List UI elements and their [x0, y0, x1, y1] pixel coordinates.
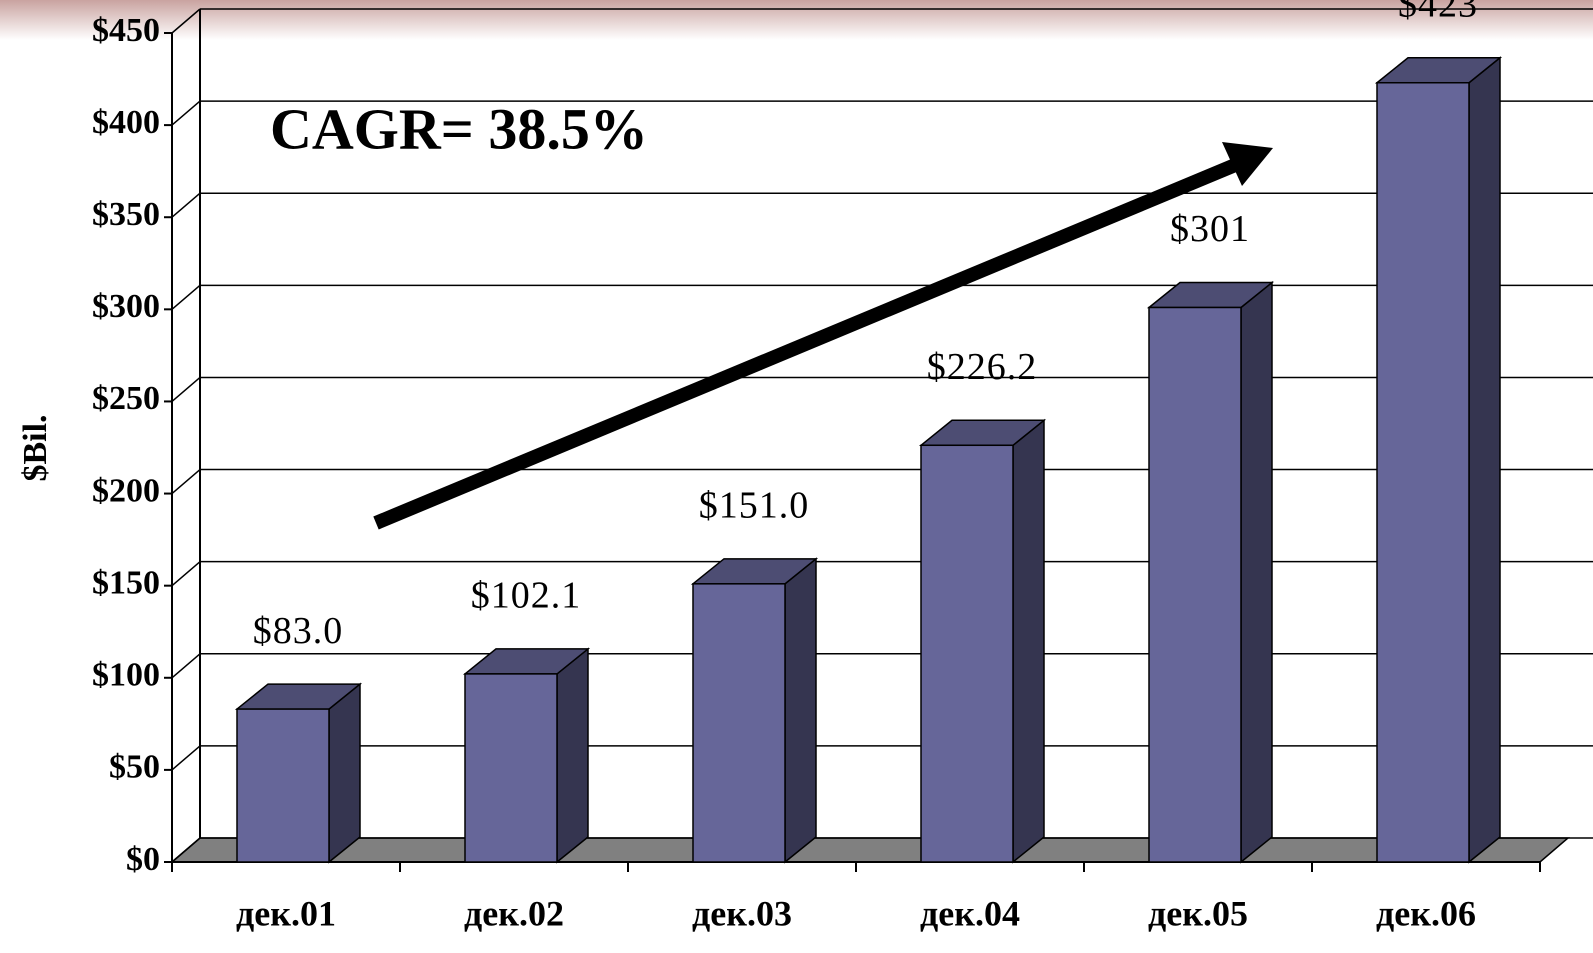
x-tick-label: дек.04 — [920, 893, 1020, 933]
bar-front — [692, 583, 786, 863]
y-tick-label: $300 — [92, 288, 160, 325]
side-grid-line — [171, 100, 201, 126]
bar — [1374, 56, 1503, 864]
bar — [1146, 280, 1275, 864]
value-label: $151.0 — [699, 485, 810, 527]
bar-side — [328, 682, 361, 864]
value-label: $226.2 — [927, 346, 1038, 388]
y-tick-label: $450 — [92, 12, 160, 49]
y-tick-label: $350 — [92, 196, 160, 233]
trend-arrow — [373, 142, 1273, 530]
side-grid-line — [171, 8, 201, 34]
y-tick-label: $200 — [92, 472, 160, 509]
bar-front — [236, 708, 330, 863]
background-strip — [0, 0, 1593, 40]
arrow-shaft — [373, 156, 1243, 530]
value-label: $301 — [1170, 208, 1250, 250]
bar — [918, 418, 1047, 864]
bar — [234, 682, 363, 864]
bar — [690, 557, 819, 864]
value-label: $83.0 — [253, 610, 344, 652]
value-label: $102.1 — [471, 575, 582, 617]
y-tick-label: $250 — [92, 380, 160, 417]
x-tick-label: дек.06 — [1376, 893, 1476, 933]
bar — [462, 647, 591, 864]
side-grid-line — [171, 192, 201, 218]
y-tick-label: $100 — [92, 657, 160, 694]
y-axis-label: $Bil. — [17, 414, 54, 481]
bar-side — [784, 557, 817, 864]
side-grid-line — [171, 468, 201, 495]
y-tick-label: $150 — [92, 564, 160, 601]
y-tick-label: $0 — [126, 841, 160, 878]
y-tick-label: $50 — [109, 749, 160, 786]
x-tick-label: дек.02 — [464, 893, 564, 933]
bar-side — [1468, 56, 1501, 864]
bar-side — [1240, 280, 1273, 864]
side-grid-line — [171, 284, 201, 310]
floor — [169, 837, 1571, 863]
bar-front — [1148, 306, 1242, 863]
x-tick-label: дек.05 — [1148, 893, 1248, 933]
side-grid-line — [171, 837, 201, 863]
x-tick-label: дек.03 — [692, 893, 792, 933]
y-tick-label: $400 — [92, 104, 160, 141]
value-label: $423 — [1398, 0, 1478, 25]
bar-front — [464, 673, 558, 863]
side-grid-line — [171, 376, 201, 403]
arrow-head — [1222, 142, 1273, 186]
side-grid-line — [171, 745, 201, 771]
bar-side — [1012, 418, 1045, 864]
bar-side — [556, 647, 589, 864]
side-grid-line — [171, 561, 201, 587]
annotation: CAGR= 38.5% — [270, 96, 648, 161]
bar-front — [920, 444, 1014, 863]
bar-front — [1376, 81, 1470, 863]
side-grid-line — [171, 653, 201, 679]
x-tick-label: дек.01 — [236, 893, 336, 933]
